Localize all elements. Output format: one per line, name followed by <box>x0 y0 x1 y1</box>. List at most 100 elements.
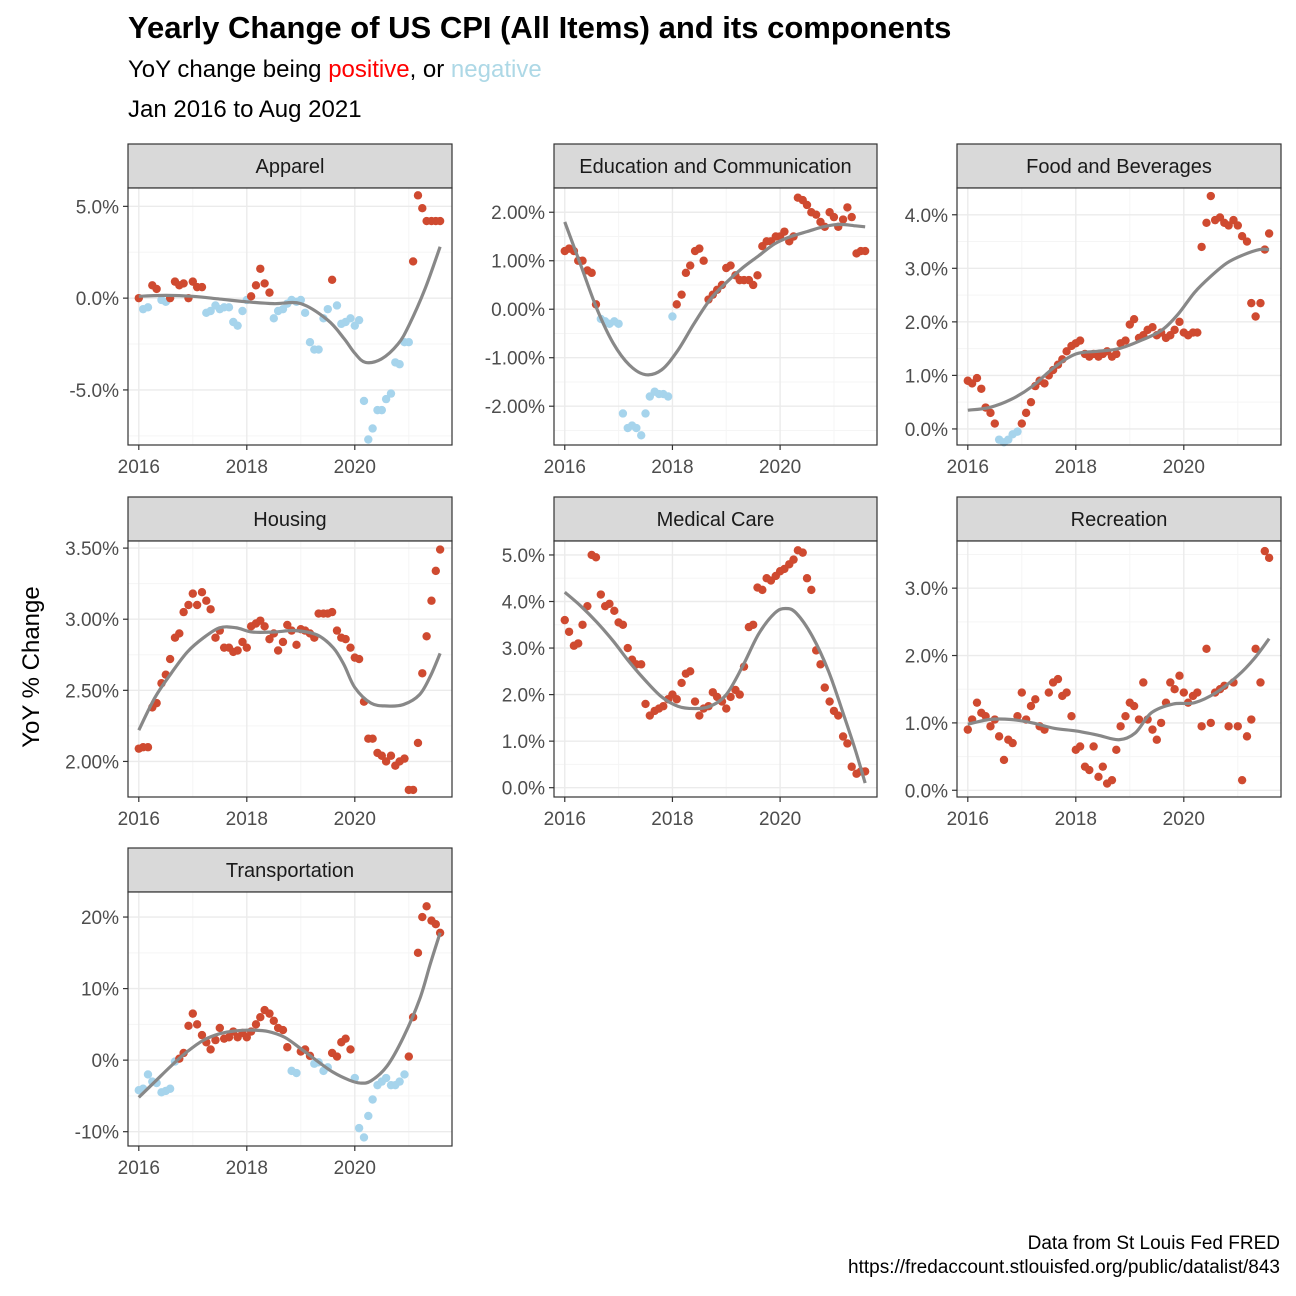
facet-strip-label: Medical Care <box>657 509 775 531</box>
data-point <box>256 616 265 625</box>
x-tick-label: 2016 <box>947 809 989 830</box>
data-point <box>143 743 153 752</box>
x-tick-label: 2020 <box>334 809 376 830</box>
data-point <box>587 268 596 278</box>
y-tick-label: 0.00% <box>491 300 545 321</box>
data-point <box>1224 722 1233 731</box>
data-point <box>1089 742 1098 751</box>
panel-apparel: Apparel -5.0% 0.0% 5.0% 2016 2018 2020 <box>69 143 453 478</box>
data-point <box>143 1070 153 1079</box>
data-point <box>292 640 301 650</box>
data-point <box>1121 336 1130 345</box>
x-tick-label: 2016 <box>947 457 989 478</box>
data-point <box>143 303 153 312</box>
plot-background <box>128 188 452 445</box>
data-point <box>843 203 852 212</box>
data-point <box>838 732 848 741</box>
data-point <box>1021 408 1031 418</box>
data-point <box>395 360 404 369</box>
data-point <box>1098 762 1108 771</box>
data-point <box>224 303 234 312</box>
data-point <box>242 643 251 652</box>
data-point <box>1031 695 1040 704</box>
data-point <box>408 257 418 266</box>
data-point <box>377 405 386 415</box>
data-point <box>1242 732 1252 741</box>
data-point <box>1256 298 1265 308</box>
data-point <box>972 698 982 707</box>
data-point <box>251 281 261 290</box>
y-tick-label: -1.00% <box>485 349 545 370</box>
caption-url: https://fredaccount.stlouisfed.org/publi… <box>848 1257 1280 1278</box>
y-tick-label: 3.0% <box>905 579 948 600</box>
data-point <box>663 392 673 401</box>
data-point <box>1197 242 1206 252</box>
data-point <box>977 384 986 393</box>
data-point <box>327 607 337 617</box>
panel-border <box>127 540 453 798</box>
data-point <box>748 620 758 629</box>
data-point <box>834 711 843 720</box>
data-point <box>1121 711 1130 721</box>
data-point <box>618 409 628 418</box>
data-point <box>211 633 220 642</box>
data-point <box>422 632 431 641</box>
x-tick-label: 2020 <box>334 457 376 478</box>
plot-background <box>957 541 1281 797</box>
data-point <box>184 600 193 610</box>
data-point <box>346 314 355 323</box>
panel-border <box>553 187 878 446</box>
data-point <box>726 261 735 270</box>
data-point <box>748 280 758 290</box>
y-tick-label: 2.50% <box>65 681 119 702</box>
data-point <box>341 634 350 644</box>
data-point <box>829 212 839 222</box>
data-point <box>685 667 695 676</box>
data-point <box>233 321 242 330</box>
y-tick-label: 4.0% <box>905 206 948 227</box>
data-point <box>659 702 668 711</box>
data-point <box>1026 397 1036 407</box>
data-point <box>233 646 242 655</box>
data-point <box>758 585 767 595</box>
data-point <box>202 596 211 605</box>
data-point <box>1116 722 1125 731</box>
panel-border <box>956 540 1282 798</box>
plot-background <box>554 188 877 445</box>
data-point <box>242 1033 251 1042</box>
data-point <box>1008 738 1017 748</box>
data-point <box>192 600 202 610</box>
data-point <box>690 697 700 706</box>
data-point <box>1170 325 1179 335</box>
facet-strip-label: Education and Communication <box>579 156 851 178</box>
chart-caption: Data from St Louis Fed FRED https://fred… <box>848 1232 1280 1280</box>
panel-recreation: Recreation 0.0% 1.0% 2.0% 3.0% 2016 2018 2020 <box>905 496 1282 830</box>
data-point <box>269 314 278 323</box>
facet-strip <box>127 496 453 542</box>
data-point <box>1233 221 1243 230</box>
data-point <box>811 210 821 219</box>
y-tick-label: 1.0% <box>905 366 948 387</box>
data-point <box>283 1043 292 1052</box>
data-point <box>381 394 391 404</box>
data-point <box>332 626 342 635</box>
data-point <box>1202 218 1211 228</box>
panel-border <box>127 187 453 446</box>
data-point <box>260 279 269 288</box>
data-point <box>1129 701 1139 711</box>
x-tick-label: 2016 <box>118 809 160 830</box>
x-tick-label: 2018 <box>651 809 693 830</box>
data-point <box>637 431 646 440</box>
data-point <box>802 200 812 210</box>
y-tick-label: 0.0% <box>905 420 948 441</box>
facet-strip <box>553 143 878 189</box>
data-point <box>197 282 207 292</box>
data-point <box>1202 644 1211 653</box>
data-point <box>1075 742 1085 751</box>
data-point <box>820 683 829 692</box>
data-point <box>860 246 870 256</box>
data-point <box>780 227 789 236</box>
data-point <box>175 629 184 638</box>
trend-line <box>967 637 1271 742</box>
x-tick-label: 2020 <box>759 809 801 830</box>
